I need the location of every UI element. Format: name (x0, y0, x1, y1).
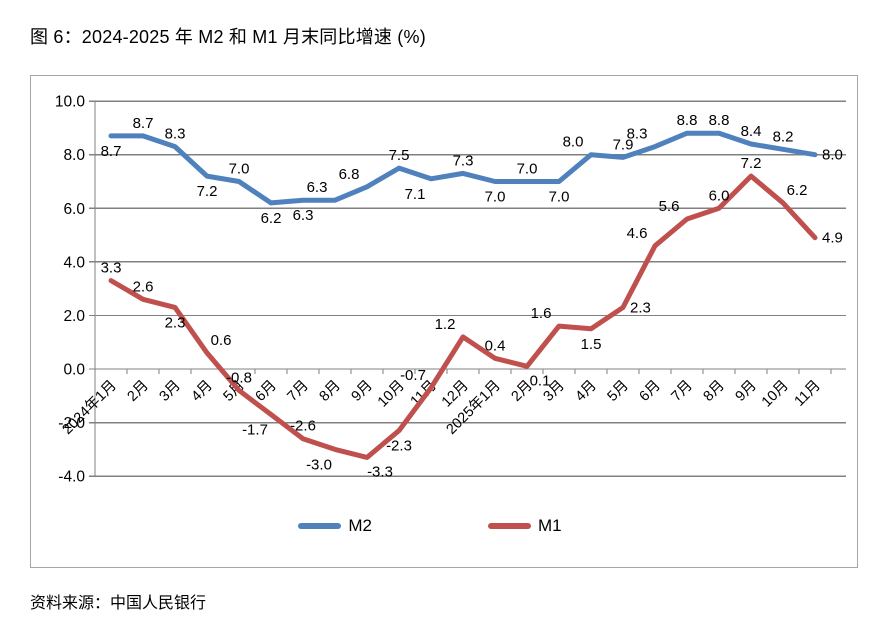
data-label-m1: 1.5 (581, 336, 602, 353)
data-label-m1: 0.6 (211, 332, 232, 349)
data-label-m2: 8.7 (101, 143, 122, 160)
y-axis-label: 8.0 (63, 147, 85, 164)
legend-label-m2: M2 (348, 516, 372, 535)
data-label-m2: 6.2 (261, 210, 282, 227)
data-label-m1: 1.6 (531, 305, 552, 322)
data-label-m1: 2.3 (630, 299, 651, 316)
y-axis-label: 0.0 (63, 362, 85, 379)
data-label-m2: 7.3 (453, 152, 474, 169)
data-label-m1: 4.9 (822, 230, 843, 247)
data-label-m2: 8.3 (165, 126, 186, 143)
m1-line-swatch (488, 523, 531, 529)
x-axis-label: 5月 (605, 378, 632, 405)
data-label-m2: 8.7 (133, 115, 154, 132)
chart-box: 10.0 8.0 6.0 4.0 2.0 0.0 -2.0 -4.0 2024年1月 2月 3月 4月… (30, 75, 858, 568)
data-label-m2: 7.1 (405, 186, 426, 203)
data-label-m2: 8.8 (677, 112, 698, 129)
data-label-m2: 7.2 (197, 183, 218, 200)
x-axis-label: 3月 (157, 378, 184, 405)
y-axis-label: 4.0 (63, 254, 85, 271)
data-label-m1: -1.7 (242, 422, 268, 439)
x-axis-label: 4月 (189, 378, 216, 405)
data-label-m1: -3.0 (306, 456, 332, 473)
data-label-m2: 8.8 (709, 112, 730, 129)
data-label-m1: 2.3 (165, 314, 186, 331)
data-label-m1: 4.6 (627, 225, 648, 242)
data-label-m1: 6.0 (709, 187, 730, 204)
data-label-m1: -0.7 (400, 367, 426, 384)
chart-legend: M2 M1 (17, 516, 843, 536)
m2-line-swatch (298, 523, 342, 529)
x-axis-label: 2024年1月 (59, 377, 120, 438)
y-axis-label: 2.0 (63, 308, 85, 325)
data-label-m2: 7.0 (549, 189, 570, 206)
data-label-m1: 0.4 (485, 337, 506, 354)
data-label-m2: 7.5 (389, 147, 410, 164)
data-label-m2: 6.8 (339, 166, 360, 183)
x-axis-label: 9月 (349, 378, 376, 405)
data-label-m2: 6.3 (307, 179, 328, 196)
data-label-m2: 8.2 (773, 128, 794, 145)
data-label-m2: 7.9 (613, 136, 634, 153)
x-axis-label: 2月 (125, 378, 152, 405)
data-label-m1: -3.3 (367, 463, 393, 480)
data-label-m2: 8.0 (822, 147, 843, 164)
x-axis-label: 4月 (573, 378, 600, 405)
data-label-m1: -0.8 (226, 369, 252, 386)
data-label-m1: 5.6 (659, 198, 680, 215)
x-axis-label: 9月 (733, 378, 760, 405)
m1-line (108, 173, 818, 460)
legend-label-m1: M1 (538, 516, 562, 535)
data-label-m1: -2.3 (386, 438, 412, 455)
data-label-m2: 7.0 (229, 161, 250, 178)
y-axis-label: -2.0 (58, 415, 85, 432)
x-axis-label: 7月 (669, 378, 696, 405)
source-note: 资料来源：中国人民银行 (30, 595, 207, 612)
x-axis-label: 11月 (792, 378, 824, 410)
data-label-m2: 7.0 (485, 189, 506, 206)
data-label-m1: 3.3 (101, 260, 122, 277)
data-label-m1: 7.2 (741, 155, 762, 172)
data-label-m2: 7.0 (517, 161, 538, 178)
y-axis-label: 6.0 (63, 201, 85, 218)
data-label-m2: 8.0 (563, 134, 584, 151)
x-axis-label: 6月 (637, 378, 664, 405)
data-label-m1: -2.6 (290, 418, 316, 435)
y-axis-label: -4.0 (58, 469, 85, 486)
x-axis-label: 10月 (759, 378, 792, 411)
data-label-m2: 8.4 (741, 123, 762, 140)
x-axis-label: 8月 (701, 378, 728, 405)
data-label-m1: 2.6 (133, 278, 154, 295)
m2-line (108, 130, 818, 206)
data-label-m1: 1.2 (435, 316, 456, 333)
data-label-m2: 8.3 (627, 126, 648, 143)
x-axis-label: 7月 (285, 378, 312, 405)
data-label-m1: 6.2 (787, 182, 808, 199)
legend-item-m1: M1 (488, 516, 562, 536)
data-label-m2: 6.3 (293, 207, 314, 224)
data-label-m1: 0.1 (530, 372, 551, 389)
x-axis-label: 8月 (317, 378, 344, 405)
y-axis-label: 10.0 (55, 94, 86, 111)
chart-title: 图 6：2024-2025 年 M2 和 M1 月末同比增速 (%) (30, 27, 426, 47)
legend-item-m2: M2 (298, 516, 372, 536)
